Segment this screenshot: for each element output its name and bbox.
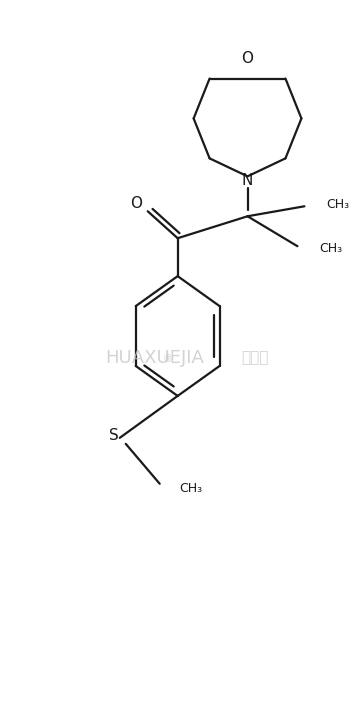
Text: HUAXUEJIA: HUAXUEJIA: [105, 349, 204, 367]
Text: CH₃: CH₃: [326, 198, 350, 211]
Text: ®: ®: [163, 354, 173, 364]
Text: 化学加: 化学加: [241, 350, 268, 366]
Text: O: O: [241, 51, 253, 66]
Text: CH₃: CH₃: [320, 241, 343, 255]
Text: CH₃: CH₃: [180, 482, 203, 495]
Text: S: S: [109, 429, 119, 443]
Text: O: O: [130, 196, 142, 211]
Text: N: N: [242, 173, 253, 188]
